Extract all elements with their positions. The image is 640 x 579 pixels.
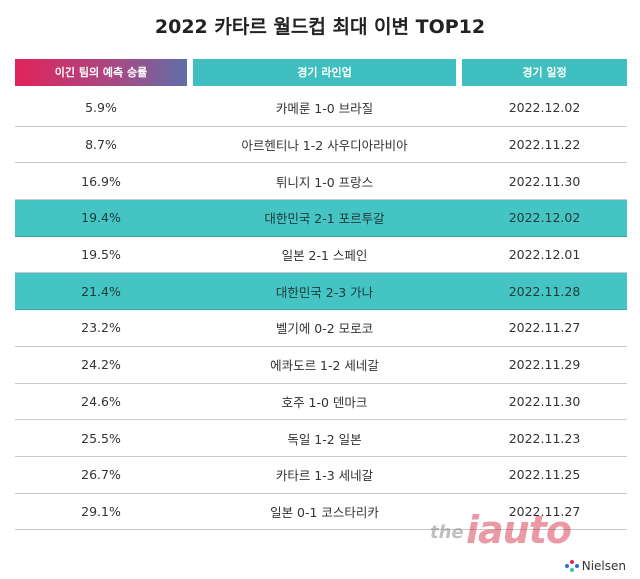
cell-win-probability: 26.7% [81,467,121,483]
cell-match-date: 2022.11.29 [508,357,581,373]
cell-match-lineup: 독일 1-2 일본 [287,431,362,447]
cell-win-probability: 21.4% [81,283,121,299]
cell-match-lineup: 카타르 1-3 세네갈 [275,468,374,484]
header-match-date: 경기 일정 [462,59,627,86]
table-row: 23.2% 벨기에 0-2 모로코 2022.11.27 [15,310,627,347]
ranking-table: 이긴 팀의 예측 승률 경기 라인업 경기 일정 5.9% 카메룬 1-0 브라질… [15,59,627,531]
cell-match-lineup: 일본 0-1 코스타리카 [270,504,379,520]
cell-match-date: 2022.11.23 [508,430,581,446]
table-row: 5.9% 카메룬 1-0 브라질 2022.12.02 [15,90,627,127]
table-row: 26.7% 카타르 1-3 세네갈 2022.11.25 [15,457,627,494]
source-label: Nielsen [581,559,626,573]
watermark-prefix: the [430,522,464,543]
cell-match-lineup: 에콰도르 1-2 세네갈 [270,358,379,374]
table-row: 24.6% 호주 1-0 덴마크 2022.11.30 [15,384,627,421]
cell-match-date: 2022.12.02 [508,100,581,116]
table-row: 25.5% 독일 1-2 일본 2022.11.23 [15,420,627,457]
table-header: 이긴 팀의 예측 승률 경기 라인업 경기 일정 [15,59,627,86]
cell-match-date: 2022.12.02 [508,210,581,226]
cell-win-probability: 29.1% [81,503,121,519]
header-match-lineup: 경기 라인업 [193,59,456,86]
cell-match-date: 2022.11.27 [508,503,581,519]
table-row: 29.1% 일본 0-1 코스타리카 2022.11.27 [15,494,627,531]
cell-match-date: 2022.12.01 [508,247,581,263]
table-row: 8.7% 아르헨티나 1-2 사우디아라비아 2022.11.22 [15,127,627,164]
cell-match-date: 2022.11.25 [508,467,581,483]
cell-win-probability: 16.9% [81,173,121,189]
cell-match-lineup: 카메룬 1-0 브라질 [275,101,374,117]
cell-match-lineup: 일본 2-1 스페인 [281,248,368,264]
nielsen-logo-icon [564,560,579,572]
table-body: 5.9% 카메룬 1-0 브라질 2022.12.02 8.7% 아르헨티나 1-2 사… [15,90,627,531]
cell-win-probability: 25.5% [81,430,121,446]
table-row: 19.5% 일본 2-1 스페인 2022.12.01 [15,237,627,274]
cell-match-date: 2022.11.30 [508,173,581,189]
cell-match-lineup: 대한민국 2-1 포르투갈 [264,211,385,227]
cell-match-lineup: 호주 1-0 덴마크 [281,394,368,410]
cell-win-probability: 19.4% [81,210,121,226]
header-win-probability: 이긴 팀의 예측 승률 [15,59,187,86]
cell-match-date: 2022.11.27 [508,320,581,336]
cell-match-date: 2022.11.28 [508,283,581,299]
cell-match-date: 2022.11.22 [508,137,581,153]
cell-win-probability: 23.2% [81,320,121,336]
page-title: 2022 카타르 월드컵 최대 이변 TOP12 [154,16,486,38]
table-row: 24.2% 에콰도르 1-2 세네갈 2022.11.29 [15,347,627,384]
cell-win-probability: 24.2% [81,357,121,373]
cell-win-probability: 5.9% [85,100,117,116]
cell-win-probability: 24.6% [81,393,121,409]
cell-match-lineup: 튀니지 1-0 프랑스 [275,174,374,190]
source-logo: Nielsen [564,559,626,573]
watermark-brand: iauto [466,508,572,552]
watermark-logo: the iauto [430,508,630,554]
cell-win-probability: 8.7% [85,137,117,153]
table-row: 21.4% 대한민국 2-3 가나 2022.11.28 [15,273,627,311]
cell-match-lineup: 아르헨티나 1-2 사우디아라비아 [241,138,408,154]
cell-match-date: 2022.11.30 [508,393,581,409]
cell-win-probability: 19.5% [81,247,121,263]
table-row: 19.4% 대한민국 2-1 포르투갈 2022.12.02 [15,200,627,237]
cell-match-lineup: 대한민국 2-3 가나 [275,284,374,300]
cell-match-lineup: 벨기에 0-2 모로코 [275,321,374,337]
table-row: 16.9% 튀니지 1-0 프랑스 2022.11.30 [15,163,627,201]
